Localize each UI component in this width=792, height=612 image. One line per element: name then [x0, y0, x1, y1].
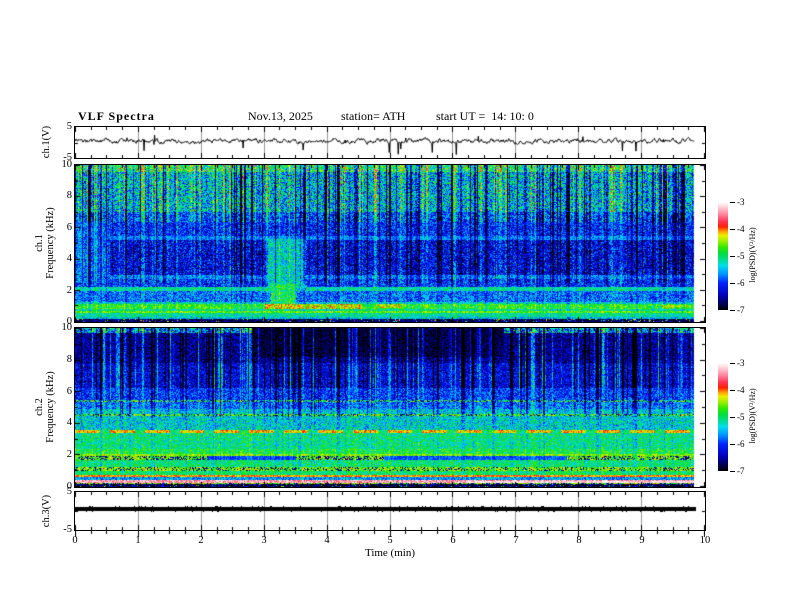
ch1-spectrogram-panel	[74, 164, 706, 323]
ch3-waveform-canvas	[75, 492, 705, 530]
colorbar-tick-mark	[730, 310, 735, 311]
time-axis-ticks	[75, 531, 705, 540]
colorbar-tick-mark	[730, 363, 735, 364]
frequency-tick-label: 4	[66, 417, 72, 429]
colorbar-ch1-gradient	[718, 202, 728, 310]
frequency-tick-label: 6	[66, 385, 72, 397]
time-tick-label: 4	[324, 535, 330, 546]
frequency-tick-label: 8	[66, 190, 72, 202]
colorbar-tick-label: -6	[737, 439, 745, 449]
colorbar-tick-label: -4	[737, 385, 745, 395]
ch1-spec-ylabel-line2: Frequency (kHz)	[45, 207, 56, 279]
frequency-tick-label: 10	[61, 322, 73, 333]
voltage-tick-label: 5	[66, 121, 72, 132]
ch1-spec-ylabel-line1: ch.1	[34, 234, 45, 252]
colorbar-ch1-unit-label: log(PSD)(V²/Hz)	[747, 227, 757, 283]
time-tick-label: 3	[261, 535, 267, 546]
time-tick-label: 5	[387, 535, 393, 546]
colorbar-tick-label: -7	[737, 466, 745, 476]
frequency-tick-label: 8	[66, 353, 72, 365]
ch2-spec-ylabel-line2: Frequency (kHz)	[45, 371, 56, 443]
time-tick-label: 0	[72, 535, 78, 546]
colorbar-tick-mark	[730, 471, 735, 472]
time-tick-label: 1	[135, 535, 141, 546]
colorbar-tick-label: -3	[737, 197, 745, 207]
colorbar-tick-mark	[730, 444, 735, 445]
colorbar-tick-label: -3	[737, 358, 745, 368]
frequency-tick-label: 6	[66, 221, 72, 233]
ch3-waveform-ylabel-text: ch.3(V)	[40, 494, 52, 528]
figure-title: VLF Spectra	[78, 109, 155, 123]
voltage-tick-label: -5	[63, 152, 72, 163]
ch2-spec-ylabel-line1: ch.2	[34, 398, 45, 416]
ch3-waveform-panel	[74, 491, 706, 531]
colorbar-tick-label: -5	[737, 251, 745, 261]
colorbar-tick-mark	[730, 256, 735, 257]
time-tick-label: 10	[699, 535, 711, 546]
colorbar-tick-mark	[730, 202, 735, 203]
frequency-tick-label: 4	[66, 253, 72, 265]
time-tick-label: 7	[513, 535, 519, 546]
frequency-tick-label: 2	[66, 449, 72, 461]
colorbar-tick-label: -5	[737, 412, 745, 422]
colorbar-tick-label: -4	[737, 224, 745, 234]
time-tick-label: 8	[576, 535, 582, 546]
start-ut-label: start UT = 14: 10: 0	[436, 109, 534, 123]
colorbar-ch2-gradient	[718, 363, 728, 471]
colorbar-tick-label: -7	[737, 305, 745, 315]
ch1-waveform-canvas	[75, 127, 705, 158]
ch2-spectrogram-canvas	[75, 328, 705, 487]
colorbar-tick-mark	[730, 283, 735, 284]
frequency-tick-label: 10	[61, 159, 73, 170]
colorbar-tick-mark	[730, 229, 735, 230]
colorbar-tick-label: -6	[737, 278, 745, 288]
ch1-spectrogram-canvas	[75, 165, 705, 322]
ch1-waveform-panel	[74, 126, 706, 159]
voltage-tick-label: -5	[63, 524, 72, 535]
time-tick-label: 6	[450, 535, 456, 546]
frequency-tick-label: 0	[66, 316, 72, 327]
colorbar-tick-mark	[730, 417, 735, 418]
time-tick-label: 9	[639, 535, 645, 546]
station-label: station= ATH	[341, 109, 406, 123]
frequency-tick-label: 0	[66, 481, 72, 492]
time-axis-label: Time (min)	[364, 547, 415, 559]
voltage-tick-label: 5	[66, 486, 72, 497]
colorbar-tick-mark	[730, 390, 735, 391]
date-label: Nov.13, 2025	[248, 109, 313, 123]
time-tick-label: 2	[198, 535, 204, 546]
ch2-spectrogram-panel	[74, 327, 706, 488]
colorbar-ch2-unit-label: log(PSD)(V²/Hz)	[747, 388, 757, 444]
frequency-tick-label: 2	[66, 284, 72, 296]
